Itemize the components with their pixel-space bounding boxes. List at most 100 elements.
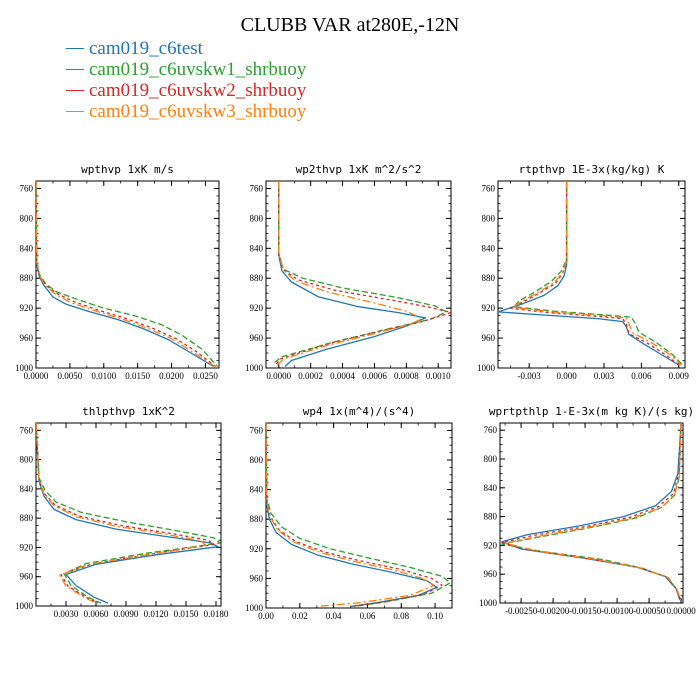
x-tick-label: -0.003 <box>518 371 542 381</box>
legend-item: cam019_c6uvskw1_shrbuoy <box>66 59 306 80</box>
y-tick-label: 1000 <box>15 601 34 611</box>
y-tick-label: 960 <box>250 333 264 343</box>
y-tick-label: 760 <box>250 425 264 435</box>
x-tick-label: 0.0004 <box>330 371 355 381</box>
y-tick-label: 920 <box>250 544 264 554</box>
y-tick-label: 840 <box>250 485 264 495</box>
series-group <box>266 423 451 608</box>
y-tick-label: 960 <box>20 333 34 343</box>
x-tick-label: 0.10 <box>427 611 443 621</box>
x-tick-label: 0.0000 <box>24 371 49 381</box>
legend-label: cam019_c6uvskw2_shrbuoy <box>89 80 307 101</box>
legend-item: cam019_c6uvskw3_shrbuoy <box>66 101 306 122</box>
series-group <box>271 181 451 367</box>
legend-label: cam019_c6test <box>89 38 203 59</box>
panel-title: thlpthvp 1xK^2 <box>82 405 175 418</box>
y-tick-label: 840 <box>250 243 264 253</box>
plot-frame <box>497 180 686 369</box>
panel-title: wprtpthlp 1-E-3x(m kg K)/(s kg) <box>489 405 694 418</box>
x-tick-label: 0.006 <box>631 371 652 381</box>
y-tick-label: 1000 <box>245 363 264 373</box>
y-tick-label: 960 <box>250 573 264 583</box>
y-tick-label: 800 <box>484 454 498 464</box>
panel-title: wpthvp 1xK m/s <box>81 163 174 176</box>
y-tick-label: 920 <box>250 303 264 313</box>
panel-3: rtpthvp 1E-3x(kg/kg) K 760 800 840 880 920 960… <box>477 163 689 381</box>
x-tick-label: 0.0030 <box>54 609 79 619</box>
x-tick-label: 0.003 <box>594 371 615 381</box>
y-tick-label: 760 <box>250 183 264 193</box>
series-line-1 <box>36 423 219 604</box>
y-tick-label: 880 <box>250 514 264 524</box>
x-tick-label: -0.00050 <box>633 606 666 616</box>
x-tick-label: 0.0060 <box>84 609 109 619</box>
series-line-1 <box>266 423 438 608</box>
y-tick-label: 960 <box>482 333 496 343</box>
x-tick-label: -0.00200 <box>537 606 570 616</box>
y-tick-label: 800 <box>20 455 34 465</box>
legend-item: cam019_c6uvskw2_shrbuoy <box>66 80 306 101</box>
series-line-2 <box>271 181 447 365</box>
plot-frame <box>499 422 684 604</box>
y-tick-label: 800 <box>20 213 34 223</box>
y-tick-label: 880 <box>20 513 34 523</box>
series-line-2 <box>36 181 219 367</box>
x-tick-label: 0.02 <box>292 611 308 621</box>
x-tick-label: 0.0008 <box>394 371 419 381</box>
y-tick-label: 840 <box>20 243 34 253</box>
y-tick-label: 960 <box>484 569 498 579</box>
y-tick-label: 800 <box>482 213 496 223</box>
series-line-2 <box>501 423 682 601</box>
series-line-1 <box>501 423 682 601</box>
series-line-2 <box>36 423 221 604</box>
y-tick-label: 960 <box>20 572 34 582</box>
series-line-1 <box>498 181 680 366</box>
legend-swatch <box>66 111 84 112</box>
y-tick-label: 1000 <box>477 363 496 373</box>
series-line-1 <box>278 181 427 367</box>
x-tick-label: 0.0010 <box>426 371 451 381</box>
x-tick-label: 0.06 <box>360 611 376 621</box>
series-line-4 <box>266 423 435 608</box>
series-line-4 <box>36 181 216 368</box>
panel-title: wp2thvp 1xK m^2/s^2 <box>296 163 422 176</box>
x-tick-label: 0.0250 <box>193 371 218 381</box>
series-line-3 <box>501 423 682 601</box>
panel-title: wp4 1x(m^4)/(s^4) <box>303 405 416 418</box>
series-line-4 <box>512 181 682 366</box>
y-tick-label: 840 <box>20 484 34 494</box>
x-tick-label: 0.0000 <box>266 371 291 381</box>
x-tick-label: 0.0150 <box>174 609 199 619</box>
x-tick-label: 0.08 <box>393 611 409 621</box>
x-tick-label: 0.0150 <box>125 371 150 381</box>
y-tick-label: 1000 <box>15 363 34 373</box>
y-tick-label: 760 <box>20 425 34 435</box>
series-line-3 <box>266 423 443 608</box>
x-tick-label: 0.0120 <box>144 609 169 619</box>
y-tick-label: 760 <box>482 183 496 193</box>
y-tick-label: 880 <box>250 273 264 283</box>
legend-swatch <box>66 69 84 70</box>
x-tick-label: 0.0180 <box>204 609 229 619</box>
x-tick-label: 0.0200 <box>159 371 184 381</box>
y-tick-label: 840 <box>482 243 496 253</box>
panel-2: wp2thvp 1xK m^2/s^2 760 800 840 880 920 960 100… <box>245 163 452 381</box>
x-tick-label: 0.000 <box>556 371 577 381</box>
y-tick-label: 880 <box>482 273 496 283</box>
y-tick-label: 1000 <box>245 603 264 613</box>
legend-swatch <box>66 90 84 91</box>
x-tick-label: 0.0050 <box>58 371 83 381</box>
panel-6: wprtpthlp 1-E-3x(m kg K)/(s kg) 760 800 840… <box>479 405 696 616</box>
panel-4: thlpthvp 1xK^2 760 800 840 880 920 960 1000 0.00… <box>15 405 229 619</box>
series-line-2 <box>513 181 683 366</box>
y-tick-label: 920 <box>484 540 498 550</box>
y-tick-label: 760 <box>20 183 34 193</box>
figure-title: CLUBB VAR at280E,-12N <box>240 14 460 36</box>
y-tick-label: 880 <box>20 273 34 283</box>
y-tick-label: 800 <box>250 455 264 465</box>
legend-item: cam019_c6test <box>66 38 306 59</box>
legend: cam019_c6test cam019_c6uvskw1_shrbuoy ca… <box>66 38 306 122</box>
series-group <box>36 181 219 368</box>
y-tick-label: 1000 <box>479 598 498 608</box>
